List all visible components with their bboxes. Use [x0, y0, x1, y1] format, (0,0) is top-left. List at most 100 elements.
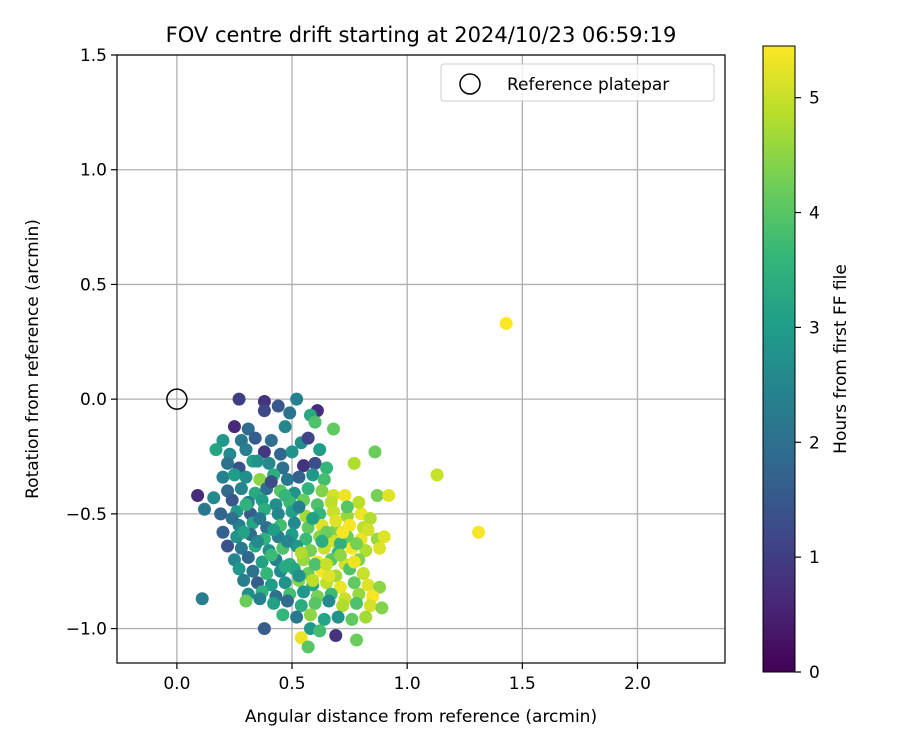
- scatter-point: [267, 596, 281, 610]
- x-tick-label: 0.5: [279, 674, 306, 694]
- scatter-point: [308, 415, 322, 429]
- scatter-point: [306, 468, 320, 482]
- x-tick-label: 1.5: [509, 674, 536, 694]
- scatter-point: [368, 445, 382, 459]
- scatter-point: [329, 628, 343, 642]
- scatter-point: [221, 539, 235, 553]
- scatter-point: [250, 454, 264, 468]
- y-tick-label: 1.5: [80, 46, 107, 66]
- colorbar-bar: [762, 45, 796, 673]
- colorbar: 0 1 2 3 4 5 Hours from first FF file: [762, 45, 851, 683]
- scatter-point: [214, 507, 228, 521]
- scatter-point: [361, 578, 375, 592]
- y-tick-label: −1.0: [66, 620, 107, 640]
- scatter-point: [294, 631, 308, 645]
- scatter-point: [322, 569, 336, 583]
- scatter-point: [313, 443, 327, 457]
- scatter-point: [373, 541, 387, 555]
- scatter-point: [292, 569, 306, 583]
- scatter-point: [363, 511, 377, 525]
- scatter-point: [290, 392, 304, 406]
- scatter-point: [262, 456, 276, 470]
- y-tick-label: 0.5: [80, 275, 107, 295]
- scatter-point: [250, 534, 264, 548]
- x-axis-ticks: 0.0 0.5 1.0 1.5 2.0: [163, 663, 651, 694]
- scatter-point: [198, 502, 212, 516]
- scatter-point: [271, 507, 285, 521]
- scatter-point: [308, 596, 322, 610]
- x-tick-label: 2.0: [624, 674, 651, 694]
- scatter-point: [276, 608, 290, 622]
- scatter-point: [322, 594, 336, 608]
- scatter-point: [292, 500, 306, 514]
- scatter-point: [209, 443, 223, 457]
- scatter-point: [257, 404, 271, 418]
- y-tick-label: 1.0: [80, 161, 107, 181]
- scatter-point: [216, 470, 230, 484]
- scatter-point: [234, 541, 248, 555]
- y-axis-label: Rotation from reference (arcmin): [23, 219, 43, 499]
- scatter-point: [290, 610, 304, 624]
- scatter-point: [356, 567, 370, 581]
- scatter-point: [347, 576, 361, 590]
- scatter-point: [257, 445, 271, 459]
- scatter-point: [195, 592, 209, 606]
- scatter-point: [274, 447, 288, 461]
- scatter-point: [299, 532, 313, 546]
- scatter-point: [271, 399, 285, 413]
- legend-box: [440, 63, 715, 102]
- scatter-point: [350, 633, 364, 647]
- scatter-point: [287, 516, 301, 530]
- scatter-point: [303, 608, 317, 622]
- scatter-point: [333, 580, 347, 594]
- scatter-point: [320, 557, 334, 571]
- scatter-point: [278, 489, 292, 503]
- scatter-point: [297, 459, 311, 473]
- scatter-point: [248, 431, 262, 445]
- scatter-point: [315, 534, 329, 548]
- scatter-point: [333, 548, 347, 562]
- scatter-point: [225, 511, 239, 525]
- scatter-point: [315, 484, 329, 498]
- scatter-point: [306, 573, 320, 587]
- scatter-point: [278, 420, 292, 434]
- scatter-point: [216, 433, 230, 447]
- scatter-point: [239, 470, 253, 484]
- scatter-point: [239, 498, 253, 512]
- scatter-point: [264, 578, 278, 592]
- scatter-point: [317, 472, 331, 486]
- colorbar-tick-label: 1: [809, 548, 820, 568]
- scatter-point: [278, 576, 292, 590]
- scatter-point: [499, 316, 513, 330]
- scatter-point: [253, 511, 267, 525]
- x-axis-label: Angular distance from reference (arcmin): [245, 707, 597, 727]
- scatter-point: [313, 624, 327, 638]
- scatter-point: [234, 482, 248, 496]
- scatter-point: [347, 555, 361, 569]
- scatter-point: [361, 523, 375, 537]
- y-tick-label: −0.5: [66, 505, 107, 525]
- scatter-point: [370, 489, 384, 503]
- colorbar-tick-label: 2: [809, 433, 820, 453]
- y-axis-ticks: −1.0 −0.5 0.0 0.5 1.0 1.5: [66, 46, 117, 640]
- scatter-point: [216, 525, 230, 539]
- scatter-point: [347, 456, 361, 470]
- scatter-point: [264, 548, 278, 562]
- scatter-point: [232, 392, 246, 406]
- scatter-point: [294, 599, 308, 613]
- scatter-point: [292, 470, 306, 484]
- scatter-point: [430, 468, 444, 482]
- scatter-point: [377, 530, 391, 544]
- x-tick-label: 1.0: [394, 674, 421, 694]
- scatter-point: [221, 456, 235, 470]
- scatter-point: [329, 514, 343, 528]
- legend: Reference platepar: [440, 63, 715, 102]
- scatter-point: [331, 610, 345, 624]
- scatter-point: [264, 475, 278, 489]
- scatter-point: [227, 420, 241, 434]
- colorbar-tick-label: 4: [809, 204, 820, 224]
- scatter-point: [333, 537, 347, 551]
- legend-marker-open-circle: [459, 73, 481, 95]
